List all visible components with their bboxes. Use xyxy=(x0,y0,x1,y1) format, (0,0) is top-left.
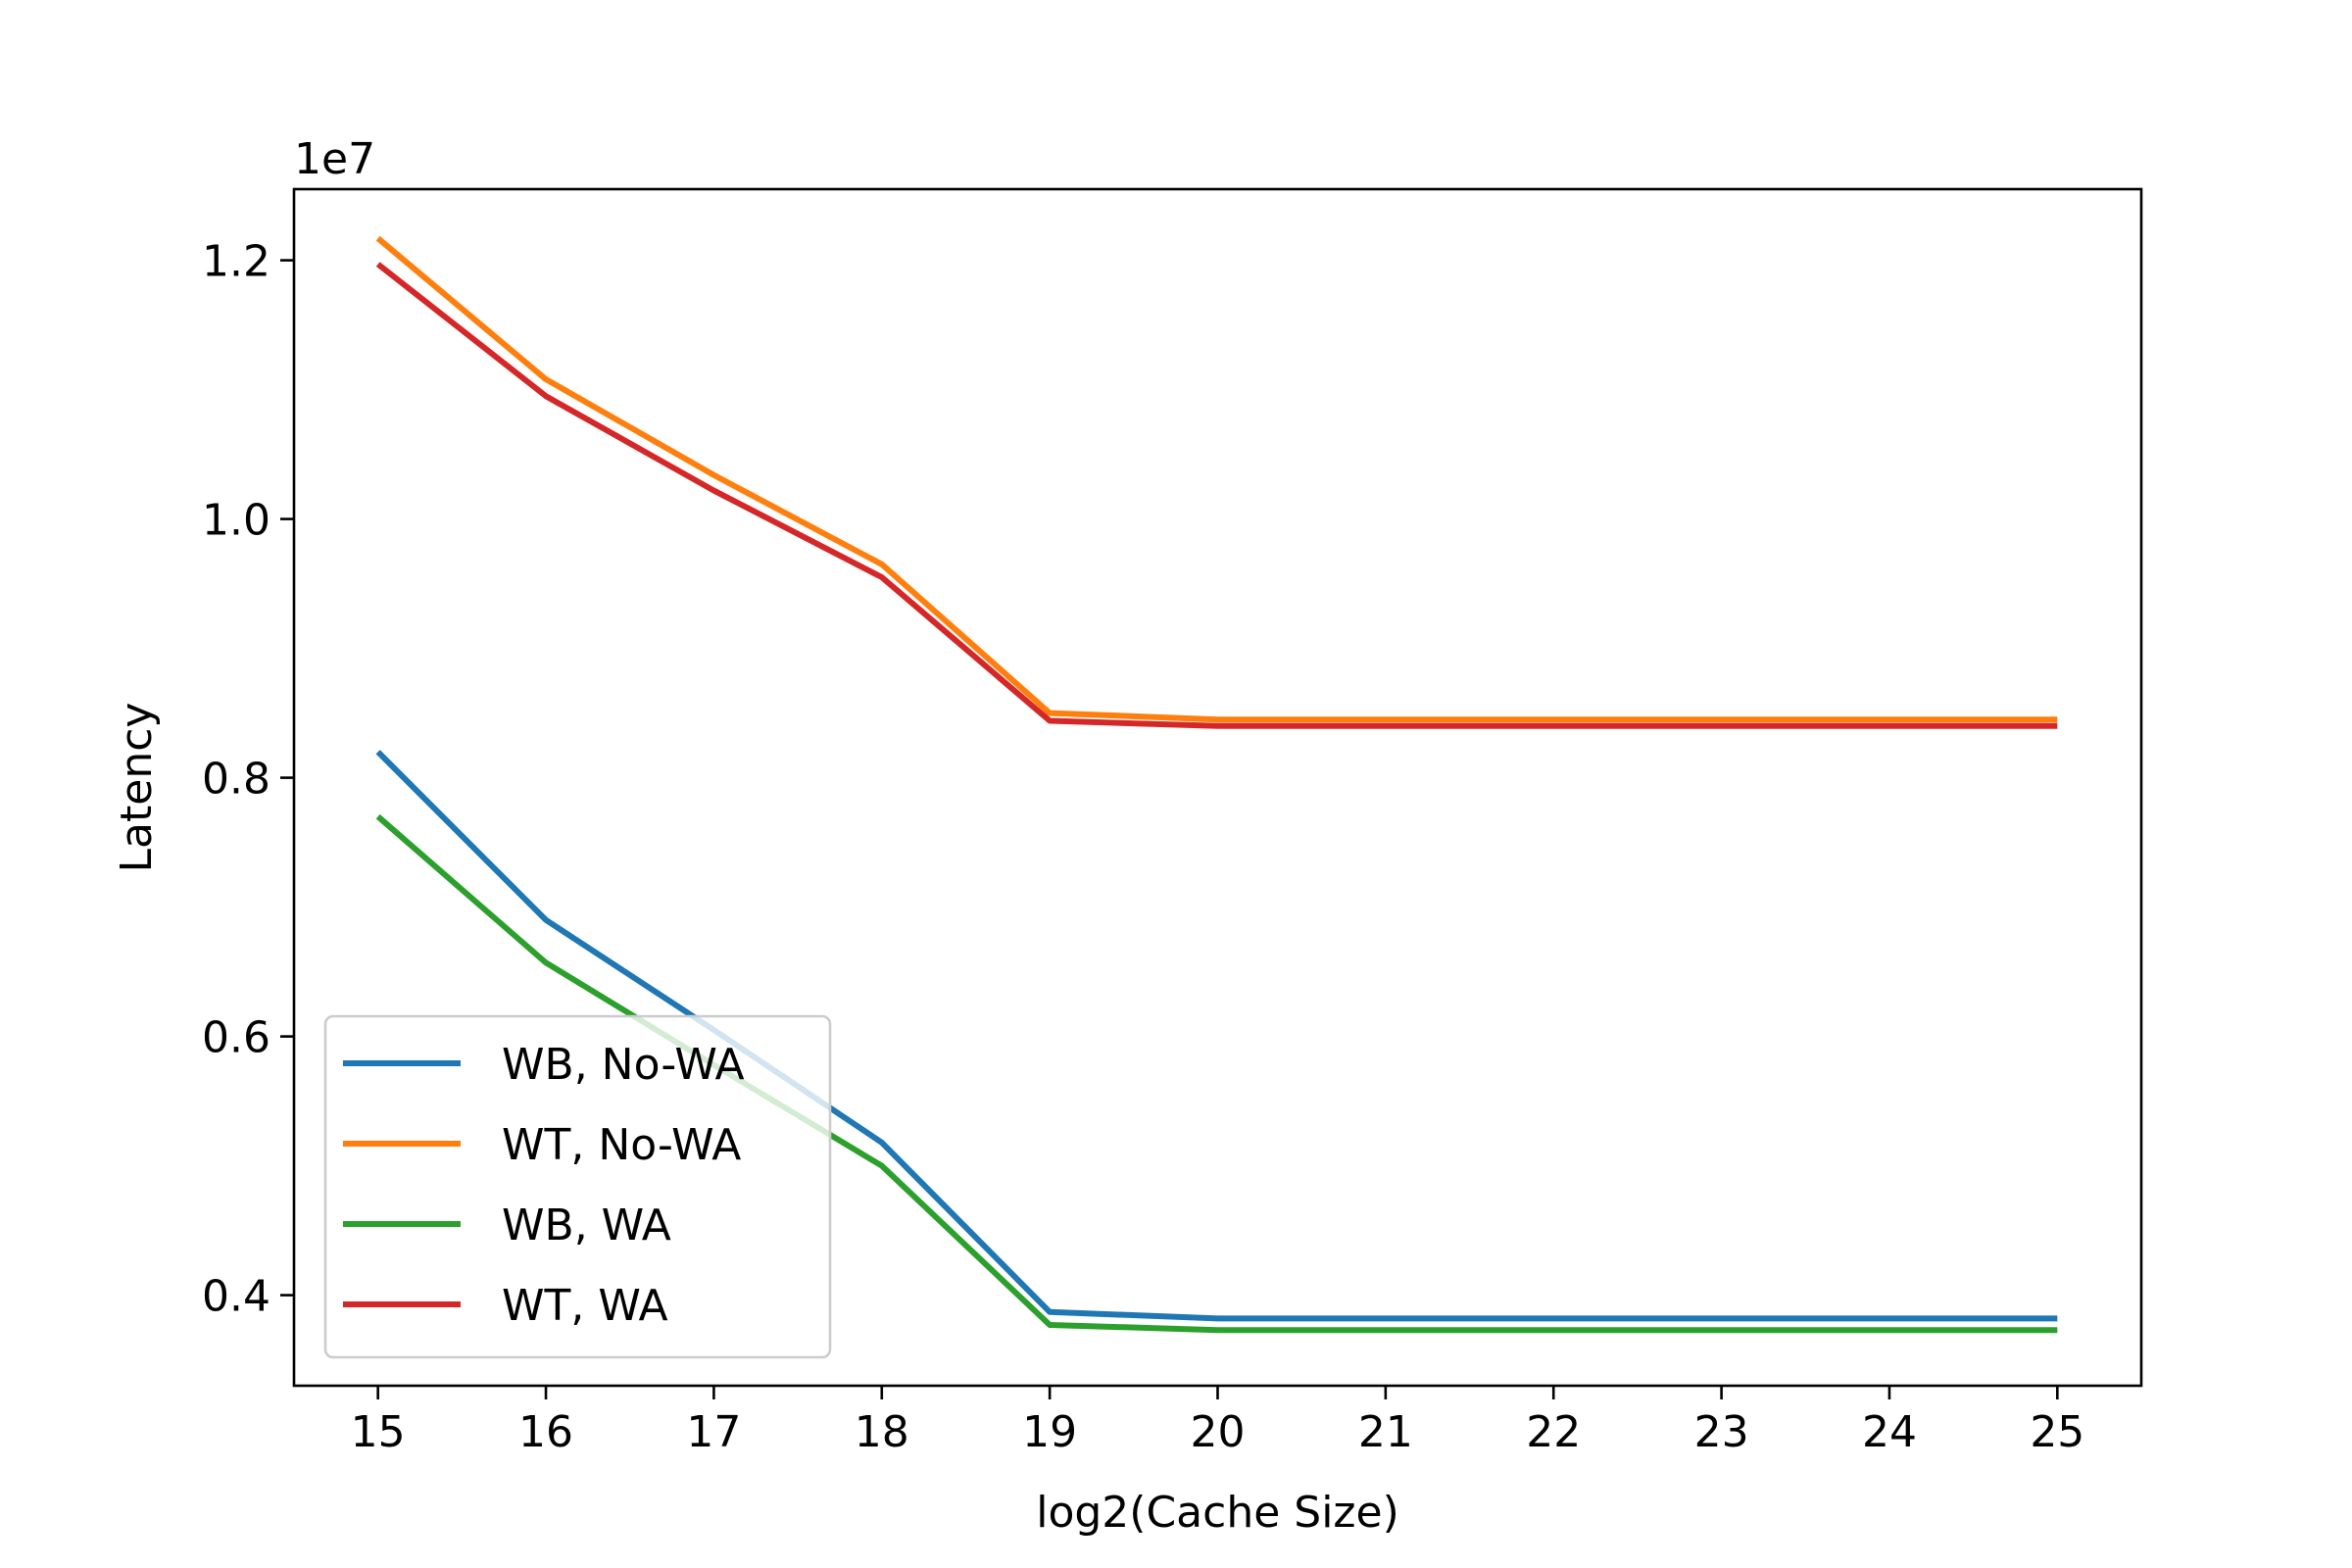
x-tick-label: 22 xyxy=(1526,1407,1581,1457)
x-tick-label: 21 xyxy=(1358,1407,1413,1457)
y-tick-label: 1.0 xyxy=(202,496,270,546)
x-tick-label: 25 xyxy=(2030,1407,2084,1457)
y-axis: 0.4 0.6 0.8 1.0 1.2 xyxy=(202,237,294,1322)
legend-label: WT, WA xyxy=(502,1281,668,1331)
x-tick-label: 16 xyxy=(518,1407,573,1457)
series-line-4 xyxy=(375,262,2058,729)
legend-label: WB, No-WA xyxy=(502,1040,745,1090)
y-axis-title: Latency xyxy=(112,703,162,873)
series-line-2 xyxy=(375,235,2058,723)
x-tick-label: 24 xyxy=(1862,1407,1917,1457)
x-tick-label: 17 xyxy=(686,1407,741,1457)
x-tick-label: 18 xyxy=(855,1407,909,1457)
legend-label: WT, No-WA xyxy=(502,1120,741,1170)
legend-box xyxy=(323,1014,832,1359)
y-tick-label: 0.6 xyxy=(202,1013,270,1063)
x-axis-title: log2(Cache Size) xyxy=(1036,1488,1399,1538)
legend: WB, No-WA WT, No-WA WB, WA WT, WA xyxy=(323,1014,832,1359)
y-tick-label: 0.8 xyxy=(202,755,270,805)
legend-label: WB, WA xyxy=(502,1200,671,1250)
x-tick-label: 23 xyxy=(1694,1407,1749,1457)
x-tick-label: 20 xyxy=(1191,1407,1246,1457)
series-line-1 xyxy=(375,750,2058,1322)
y-offset-label: 1e7 xyxy=(294,134,375,184)
x-tick-label: 19 xyxy=(1022,1407,1077,1457)
x-axis: 15 16 17 18 19 20 21 22 23 24 25 xyxy=(351,1386,2084,1457)
x-tick-label: 15 xyxy=(351,1407,406,1457)
y-tick-label: 0.4 xyxy=(202,1272,270,1322)
y-tick-label: 1.2 xyxy=(202,237,270,287)
